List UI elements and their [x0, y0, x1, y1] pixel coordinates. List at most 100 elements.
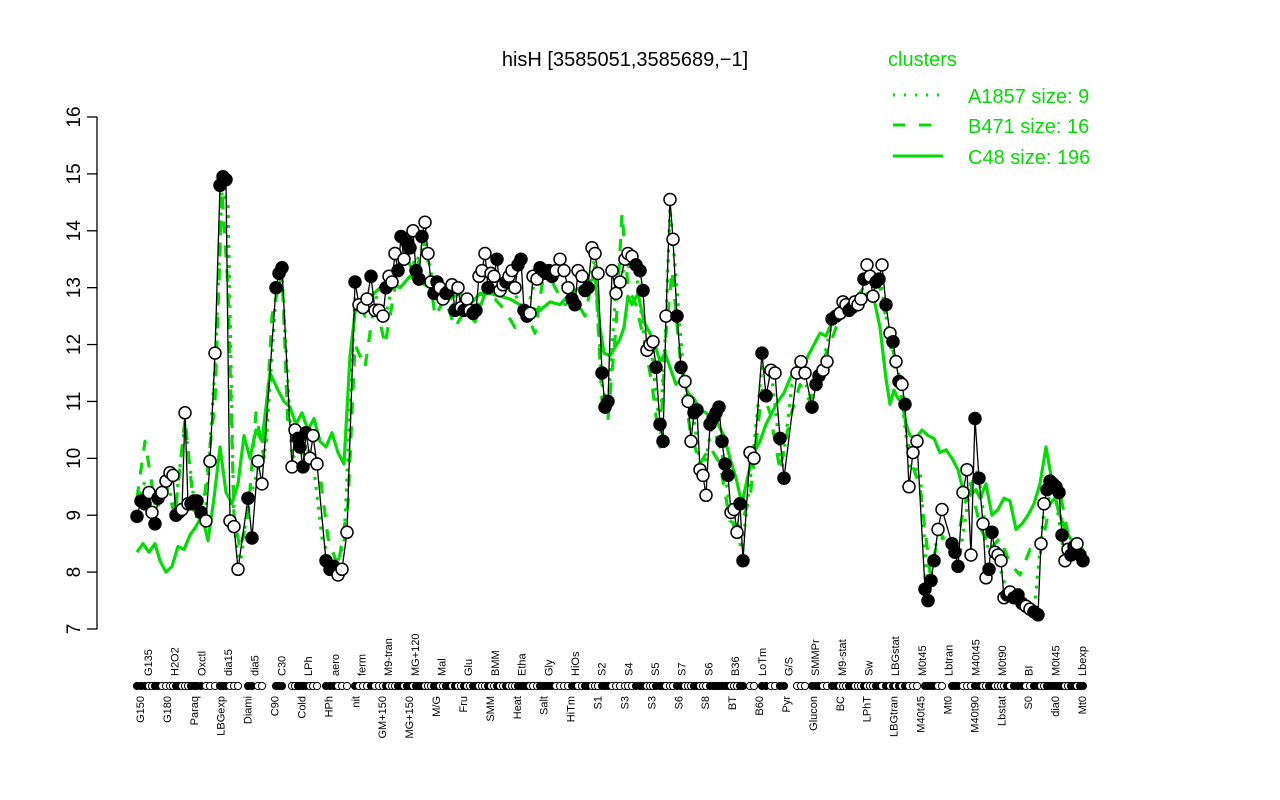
data-point	[968, 411, 982, 426]
data-point	[155, 485, 169, 500]
data-point	[1055, 528, 1069, 542]
data-point	[636, 283, 650, 298]
data-point	[948, 545, 962, 559]
x-label-bottom: B60	[754, 696, 766, 716]
x-label-bottom: MG+150	[404, 696, 416, 739]
data-point	[712, 400, 726, 414]
x-label-bottom: S6	[673, 696, 685, 709]
data-point	[699, 488, 713, 503]
data-point	[561, 280, 575, 295]
data-point	[951, 559, 965, 574]
x-label-bottom: HiTm	[566, 696, 578, 722]
data-point	[670, 309, 684, 323]
data-point	[879, 297, 893, 312]
legend: clusters A1857 size: 9 B471 size: 16 C48…	[888, 49, 1090, 169]
data-point	[190, 494, 204, 508]
x-label-top: Lbtran	[944, 645, 956, 676]
data-point	[755, 346, 769, 360]
data-point	[886, 334, 900, 349]
data-point	[666, 232, 680, 247]
x-label-top: Sw	[864, 661, 876, 676]
data-point	[241, 491, 255, 505]
x-label-bottom: Heat	[512, 696, 524, 719]
data-point	[199, 514, 213, 528]
data-point	[418, 215, 432, 229]
data-point	[460, 292, 474, 306]
x-label-bottom: G150	[135, 696, 147, 723]
x-label-top: dia15	[223, 649, 235, 676]
data-point	[690, 403, 704, 417]
x-label-top: G/S	[783, 657, 795, 676]
x-label-top: M0t90	[997, 645, 1009, 676]
data-point	[1037, 497, 1051, 511]
x-label-bottom: S0	[1023, 696, 1035, 709]
data-point	[245, 531, 259, 545]
data-point	[684, 434, 698, 449]
data-point	[523, 306, 537, 321]
data-point	[335, 562, 349, 577]
data-point	[145, 505, 159, 520]
y-tick-label: 7	[64, 624, 85, 635]
data-point	[820, 354, 834, 369]
x-label-top: LBGstat	[890, 636, 902, 676]
x-label-bottom: M40t45	[916, 696, 928, 733]
data-point	[514, 252, 528, 266]
data-point	[798, 366, 812, 380]
x-label-bottom: S3	[619, 696, 631, 709]
x-label-top: aero	[330, 654, 342, 676]
y-tick-label: 10	[64, 448, 85, 469]
x-label-bottom: BC	[835, 696, 847, 711]
x-label-bottom: S1	[593, 696, 605, 709]
data-point	[412, 272, 426, 286]
x-label-bottom: LBGexp	[216, 696, 228, 736]
x-label-bottom: Mt0	[942, 696, 954, 714]
y-axis: 7 8 9 10 11 12 13 14 15 16	[64, 106, 98, 635]
cluster-line-solid	[135, 274, 1085, 574]
data-point	[360, 292, 374, 306]
data-point	[681, 394, 695, 409]
data-point	[956, 485, 970, 500]
data-point	[935, 502, 949, 517]
data-point	[866, 289, 880, 303]
data-point	[166, 468, 180, 483]
condition-marker	[749, 681, 759, 691]
x-label-top: ferm	[356, 654, 368, 676]
data-point	[895, 377, 909, 392]
x-label-bottom: Salt	[539, 696, 551, 715]
y-tick-label: 15	[64, 163, 85, 184]
data-point	[656, 434, 670, 449]
data-point	[910, 434, 924, 449]
data-point	[960, 462, 974, 477]
x-label-top: S2	[597, 663, 609, 676]
data-point	[385, 275, 399, 289]
condition-marker	[233, 681, 243, 691]
x-label-top: Glu	[463, 659, 475, 676]
x-label-bottom: nit	[350, 696, 362, 708]
data-point	[972, 471, 986, 485]
data-point	[976, 517, 990, 531]
x-label-bottom: C90	[270, 696, 282, 716]
data-point	[310, 457, 324, 471]
x-label-top: HiOs	[570, 651, 582, 676]
x-label-bottom: LBGtran	[889, 696, 901, 737]
x-label-top: Lbexp	[1077, 646, 1089, 676]
x-label-top: S7	[677, 663, 689, 676]
data-point	[227, 519, 241, 534]
x-label-bottom: Fru	[458, 696, 470, 713]
data-point	[794, 354, 808, 369]
data-point	[921, 593, 935, 608]
condition-marker	[937, 681, 947, 691]
condition-marker	[312, 681, 322, 691]
data-point	[1034, 536, 1048, 551]
condition-marker	[800, 681, 810, 691]
y-tick-label: 13	[64, 277, 85, 298]
data-point	[715, 434, 729, 449]
data-point	[391, 263, 405, 278]
data-point	[568, 297, 582, 312]
data-points	[130, 169, 1090, 622]
x-label-top: G135	[143, 649, 155, 676]
data-point	[421, 246, 435, 261]
data-point	[906, 445, 920, 460]
condition-marker	[1078, 681, 1088, 691]
condition-marker	[342, 681, 352, 691]
